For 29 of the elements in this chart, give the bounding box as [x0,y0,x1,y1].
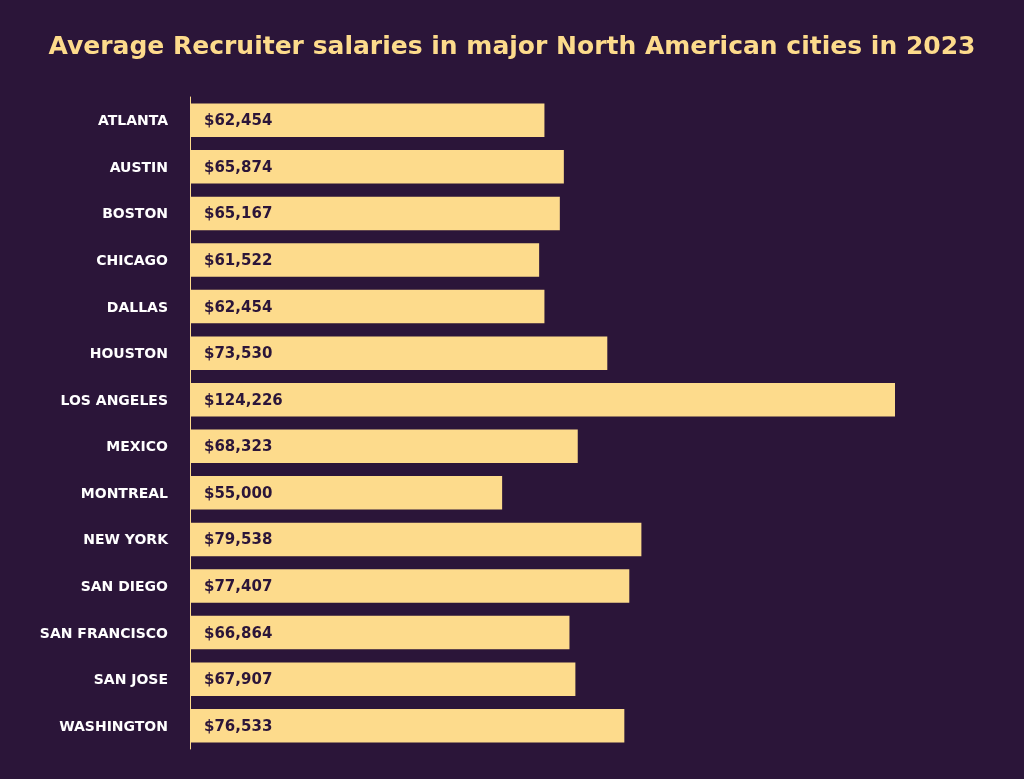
y-tick-label: WASHINGTON [59,717,168,734]
data-label: $73,530 [204,344,273,363]
y-tick-label: NEW YORK [83,531,170,548]
y-tick-label: CHICAGO [96,252,169,268]
y-tick-label: DALLAS [106,298,168,315]
y-tick-label: SAN JOSE [93,671,168,688]
data-label: $65,167 [204,204,273,223]
data-label: $77,407 [204,577,273,595]
chart-title: Average Recruiter salaries in major North American cities in 2023 [48,31,976,60]
data-label: $61,522 [204,251,273,269]
y-tick-label: SAN FRANCISCO [39,624,169,641]
data-label: $67,907 [204,670,273,689]
data-label: $55,000 [204,483,273,502]
data-label: $62,454 [204,297,273,316]
y-tick-label: MEXICO [106,438,169,455]
data-label: $62,454 [204,111,273,130]
data-label: $79,538 [204,530,273,549]
y-tick-label: ATLANTA [97,112,169,129]
y-tick-label: BOSTON [102,205,168,222]
data-label: $76,533 [204,716,273,735]
data-label: $68,323 [204,437,273,456]
y-tick-label: HOUSTON [89,345,168,362]
data-label: $65,874 [204,157,273,176]
data-label: $124,226 [204,390,283,409]
y-tick-label: LOS ANGELES [60,391,168,408]
y-tick-label: AUSTIN [109,158,168,175]
y-tick-label: SAN DIEGO [80,578,169,594]
data-label: $66,864 [204,623,273,642]
y-tick-label: MONTREAL [80,484,169,501]
